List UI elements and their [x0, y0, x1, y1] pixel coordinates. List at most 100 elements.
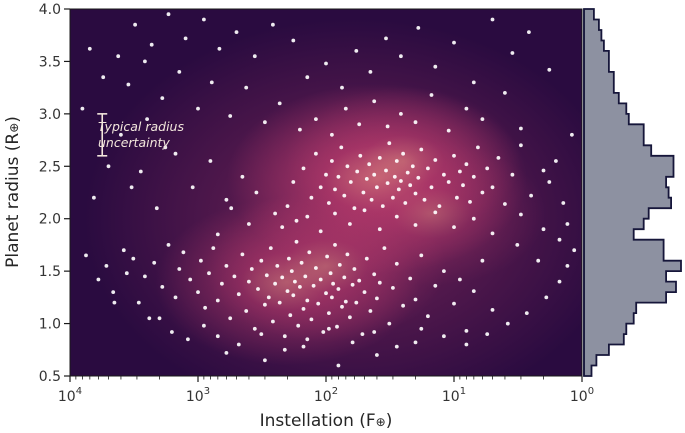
data-point [394, 261, 399, 266]
data-point [452, 301, 456, 306]
data-point [282, 334, 287, 339]
data-point [101, 75, 106, 80]
data-point [419, 147, 424, 152]
data-point [294, 239, 299, 244]
data-point [340, 85, 344, 90]
density-layer [84, 18, 582, 376]
data-point [565, 264, 570, 268]
data-point [236, 292, 241, 297]
data-point [368, 309, 373, 313]
y-tick-label: 2.5 [39, 159, 61, 175]
data-point [384, 36, 388, 41]
data-point [410, 164, 415, 169]
data-point [372, 99, 377, 104]
data-point [557, 237, 562, 242]
data-point [490, 308, 495, 312]
data-point [154, 206, 159, 211]
data-point [452, 153, 456, 158]
data-point [565, 222, 570, 226]
data-point [401, 303, 405, 308]
data-point [408, 276, 413, 281]
x-axis-title: Instellation (F⊕) [260, 411, 393, 431]
data-point [234, 30, 239, 34]
data-point [354, 300, 359, 305]
y-tick-label: 1.0 [39, 317, 61, 333]
data-point [480, 190, 485, 195]
data-point [240, 174, 245, 179]
data-point [336, 287, 341, 291]
y-axis-title: Planet radius (R⊕) [3, 116, 23, 268]
data-point [96, 277, 101, 282]
data-point [215, 334, 220, 339]
data-point [244, 309, 249, 313]
data-point [305, 214, 310, 219]
data-point [299, 260, 304, 265]
data-point [196, 290, 200, 294]
data-point [104, 264, 109, 268]
data-point [547, 67, 552, 72]
data-point [333, 211, 337, 216]
data-point [446, 180, 451, 184]
y-tick-label: 2.0 [39, 212, 61, 228]
data-point [336, 174, 341, 179]
data-point [464, 342, 469, 347]
data-point [416, 26, 421, 30]
data-point [429, 185, 434, 190]
data-point [294, 218, 299, 223]
data-point [207, 271, 211, 276]
data-point [343, 106, 348, 111]
data-point [327, 201, 331, 205]
data-point [271, 319, 275, 324]
data-point [405, 170, 410, 175]
data-point [166, 243, 171, 247]
data-point [471, 216, 476, 221]
data-point [325, 254, 329, 259]
data-point [173, 151, 178, 156]
scatter-points [80, 12, 577, 368]
data-point [314, 151, 318, 156]
data-point [264, 273, 269, 278]
data-point [401, 151, 405, 156]
annotation-line-1: Typical radius [98, 119, 184, 134]
data-point [160, 285, 165, 289]
data-point [208, 159, 213, 163]
x-tick-label: 102 [314, 386, 338, 405]
y-tick-label: 3.0 [39, 107, 61, 123]
density-haze [84, 18, 582, 376]
data-point [442, 334, 446, 339]
data-point [377, 280, 382, 285]
data-point [282, 347, 287, 352]
data-point [461, 183, 465, 188]
data-point [391, 195, 395, 200]
data-point [403, 201, 408, 205]
data-point [458, 277, 462, 282]
data-point [314, 117, 318, 121]
data-point [375, 185, 379, 190]
data-point [236, 342, 241, 347]
data-point [328, 271, 333, 276]
data-point [394, 344, 399, 349]
data-point [452, 225, 456, 230]
data-point [375, 353, 379, 357]
data-point [331, 281, 335, 286]
data-point [527, 30, 531, 34]
data-point [330, 159, 334, 163]
data-point [199, 258, 203, 263]
x-axis: 104 103 102 101 100 [58, 376, 594, 405]
data-point [280, 275, 285, 280]
data-point [360, 332, 365, 336]
data-point [163, 145, 168, 150]
data-point [254, 190, 259, 195]
data-point [485, 166, 490, 171]
data-point [480, 258, 485, 263]
data-point [202, 323, 206, 328]
data-point [228, 316, 233, 321]
data-point [336, 363, 341, 368]
data-point [126, 82, 131, 87]
data-point [324, 172, 328, 177]
data-point [202, 17, 206, 22]
data-point [301, 307, 306, 311]
data-point [112, 300, 117, 305]
y-axis: 0.5 1.0 1.5 2.0 2.5 3.0 3.5 4.0 [39, 2, 70, 385]
data-point [277, 300, 282, 305]
